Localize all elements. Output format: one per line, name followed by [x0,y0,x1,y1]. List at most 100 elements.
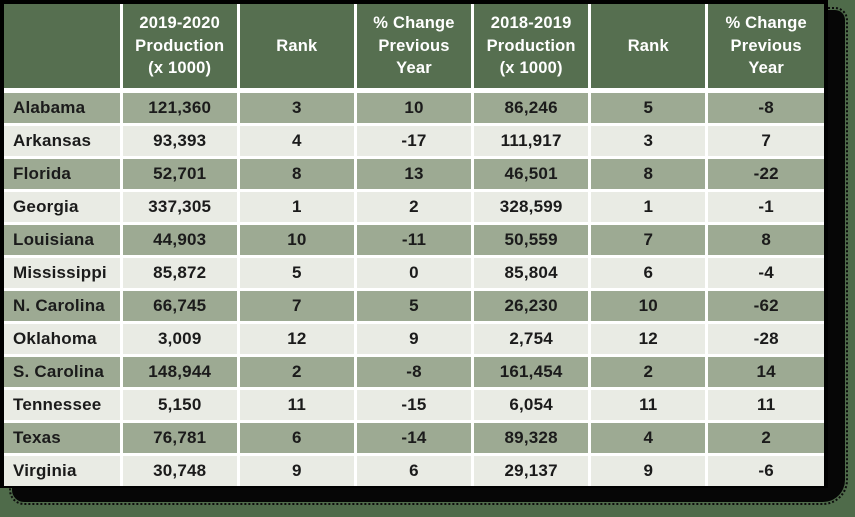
pct-change-value: -22 [705,156,824,192]
pct-change-value: 5 [353,288,475,324]
state-name: Texas [4,420,123,456]
pct-change-value: -8 [705,89,824,126]
rank-value: 4 [236,123,357,159]
pct-change-value: -6 [705,453,824,486]
production-value: 121,360 [119,89,240,126]
pct-change-value: -11 [353,222,475,258]
rank-value: 8 [588,156,709,192]
state-name: Alabama [4,89,123,126]
table-header: 2019-2020 Production (x 1000) Rank % Cha… [4,4,824,93]
table-row-s-carolina: S. Carolina 148,944 2 -8 161,454 2 14 [4,354,824,390]
table-row-georgia: Georgia 337,305 1 2 328,599 1 -1 [4,189,824,225]
column-header-pct-change-2018-2019: % Change Previous Year [705,4,824,93]
pct-change-value: -14 [353,420,475,456]
pct-change-value: 8 [705,222,824,258]
production-value: 161,454 [471,354,592,390]
table-row-texas: Texas 76,781 6 -14 89,328 4 2 [4,420,824,456]
column-header-state [4,4,123,93]
pct-change-value: -28 [705,321,824,357]
table-body: Alabama 121,360 3 10 86,246 5 -8 Arkansa… [4,89,824,486]
pct-change-value: 6 [353,453,475,486]
pct-change-value: 0 [353,255,475,291]
pct-change-value: 11 [705,387,824,423]
rank-value: 2 [236,354,357,390]
rank-value: 5 [588,89,709,126]
rank-value: 7 [236,288,357,324]
pct-change-value: 7 [705,123,824,159]
state-name: Mississippi [4,255,123,291]
rank-value: 8 [236,156,357,192]
rank-value: 9 [236,453,357,486]
table-row-louisiana: Louisiana 44,903 10 -11 50,559 7 8 [4,222,824,258]
production-value: 85,872 [119,255,240,291]
rank-value: 9 [588,453,709,486]
production-value: 29,137 [471,453,592,486]
production-value: 52,701 [119,156,240,192]
rank-value: 7 [588,222,709,258]
pct-change-value: 2 [353,189,475,225]
production-value: 44,903 [119,222,240,258]
rank-value: 11 [588,387,709,423]
table-row-tennessee: Tennessee 5,150 11 -15 6,054 11 11 [4,387,824,423]
state-name: N. Carolina [4,288,123,324]
pct-change-value: 14 [705,354,824,390]
state-name: Arkansas [4,123,123,159]
production-value: 328,599 [471,189,592,225]
rank-value: 10 [236,222,357,258]
production-value: 66,745 [119,288,240,324]
rank-value: 1 [236,189,357,225]
table-row-florida: Florida 52,701 8 13 46,501 8 -22 [4,156,824,192]
table-row-n-carolina: N. Carolina 66,745 7 5 26,230 10 -62 [4,288,824,324]
rank-value: 10 [588,288,709,324]
state-name: Georgia [4,189,123,225]
rank-value: 5 [236,255,357,291]
production-value: 50,559 [471,222,592,258]
rank-value: 2 [588,354,709,390]
pct-change-value: -15 [353,387,475,423]
pct-change-value: 9 [353,321,475,357]
table-row-oklahoma: Oklahoma 3,009 12 9 2,754 12 -28 [4,321,824,357]
rank-value: 12 [236,321,357,357]
table-row-mississippi: Mississippi 85,872 5 0 85,804 6 -4 [4,255,824,291]
state-name: Louisiana [4,222,123,258]
rank-value: 6 [236,420,357,456]
column-header-rank-2018-2019: Rank [588,4,709,93]
rank-value: 12 [588,321,709,357]
production-value: 76,781 [119,420,240,456]
state-name: S. Carolina [4,354,123,390]
pct-change-value: -62 [705,288,824,324]
table-row-arkansas: Arkansas 93,393 4 -17 111,917 3 7 [4,123,824,159]
production-table-frame: 2019-2020 Production (x 1000) Rank % Cha… [0,0,828,488]
rank-value: 11 [236,387,357,423]
state-name: Virginia [4,453,123,486]
pct-change-value: 10 [353,89,475,126]
column-header-pct-change-2019-2020: % Change Previous Year [353,4,475,93]
pct-change-value: 13 [353,156,475,192]
rank-value: 6 [588,255,709,291]
production-value: 85,804 [471,255,592,291]
state-name: Florida [4,156,123,192]
state-production-table: 2019-2020 Production (x 1000) Rank % Cha… [4,4,824,486]
column-header-rank-2019-2020: Rank [236,4,357,93]
production-value: 148,944 [119,354,240,390]
pct-change-value: -17 [353,123,475,159]
pct-change-value: -4 [705,255,824,291]
production-value: 93,393 [119,123,240,159]
production-value: 3,009 [119,321,240,357]
production-value: 111,917 [471,123,592,159]
production-value: 46,501 [471,156,592,192]
pct-change-value: -1 [705,189,824,225]
table-row-virginia: Virginia 30,748 9 6 29,137 9 -6 [4,453,824,486]
column-header-production-2019-2020: 2019-2020 Production (x 1000) [119,4,240,93]
state-name: Tennessee [4,387,123,423]
pct-change-value: -8 [353,354,475,390]
production-value: 2,754 [471,321,592,357]
production-value: 30,748 [119,453,240,486]
production-value: 86,246 [471,89,592,126]
production-value: 337,305 [119,189,240,225]
production-value: 6,054 [471,387,592,423]
table-row-alabama: Alabama 121,360 3 10 86,246 5 -8 [4,89,824,126]
pct-change-value: 2 [705,420,824,456]
state-name: Oklahoma [4,321,123,357]
